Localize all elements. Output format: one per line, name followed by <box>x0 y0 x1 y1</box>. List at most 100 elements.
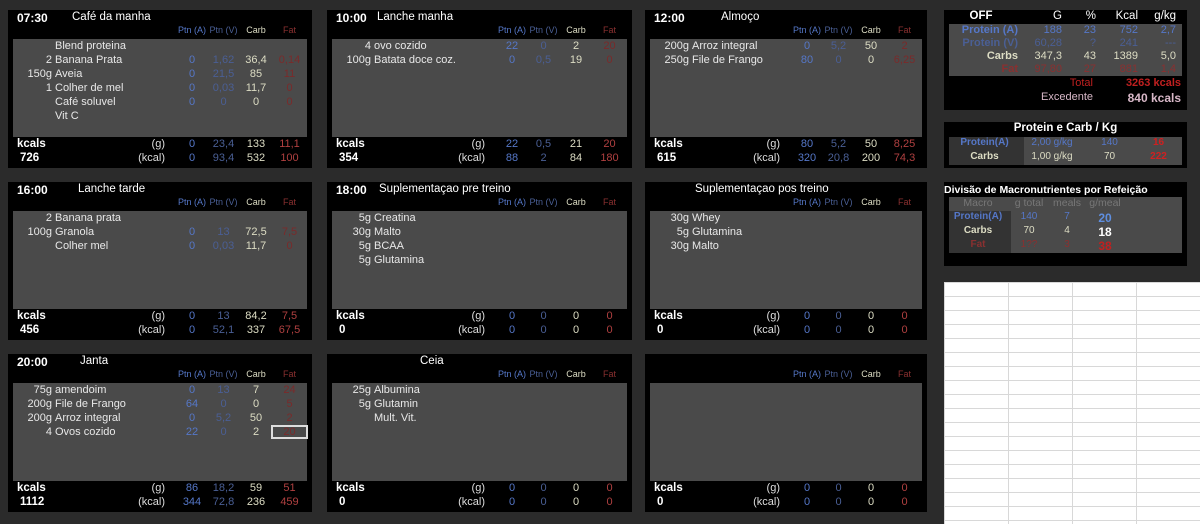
division-cell[interactable]: Protein(A) <box>949 211 1011 225</box>
food-value[interactable]: 0 <box>188 68 196 80</box>
food-value[interactable]: 0 <box>540 40 547 52</box>
food-value[interactable]: 11 <box>283 68 296 80</box>
food-row[interactable]: 2 Banana prata <box>13 211 307 225</box>
food-value[interactable]: 21,5 <box>212 68 235 80</box>
food-list[interactable]: 25g Albumina 5g Glutamin Mult. Vit. <box>332 383 627 481</box>
food-value[interactable]: 5,2 <box>215 412 232 424</box>
food-row[interactable]: Vit C <box>13 109 307 123</box>
food-list[interactable] <box>650 383 922 481</box>
food-value[interactable]: 0,03 <box>212 82 235 94</box>
food-row[interactable]: 1 Colher de mel 0 0,03 11,7 0 <box>13 81 307 95</box>
division-cell[interactable]: 4 <box>1064 225 1070 236</box>
division-cell[interactable]: Fat <box>949 239 1011 253</box>
food-value[interactable]: 0 <box>188 240 196 252</box>
food-value[interactable]: 0 <box>252 398 260 410</box>
food-row[interactable]: 75g amendoim 0 13 7 24 <box>13 383 307 397</box>
food-value[interactable]: 0 <box>867 54 875 66</box>
food-value[interactable]: 13 <box>217 384 230 396</box>
food-row[interactable]: 30g Malto <box>332 225 627 239</box>
food-list[interactable]: Blend proteina 2 Banana Prata 0 1,62 36,4 0,14… <box>13 39 307 137</box>
per-kg-cell[interactable]: 1,00 g/kg <box>1031 151 1073 162</box>
division-cell[interactable]: 7 <box>1064 211 1070 222</box>
food-value[interactable]: 2 <box>252 426 260 438</box>
food-value[interactable]: 5 <box>286 398 293 410</box>
food-value[interactable]: 64 <box>185 398 199 410</box>
food-list[interactable]: 75g amendoim 0 13 7 24 200g File de Frango 64 0 0 5… <box>13 383 308 481</box>
food-row[interactable]: Blend proteina <box>13 39 307 53</box>
division-cell[interactable]: 3 <box>1064 239 1070 250</box>
per-kg-cell[interactable]: 222 <box>1150 151 1167 162</box>
food-value[interactable]: 20 <box>603 40 616 52</box>
per-kg-cell[interactable]: Protein(A) <box>949 137 1024 151</box>
food-row[interactable]: 4 ovo cozido 22 0 2 20 <box>332 39 627 53</box>
food-value[interactable]: 0 <box>286 82 293 94</box>
food-value[interactable]: 0 <box>220 426 227 438</box>
food-list[interactable]: 2 Banana prata 100g Granola 0 13 72,5 7,5 Colher… <box>13 211 307 309</box>
food-value[interactable]: 0 <box>508 54 516 66</box>
food-value[interactable]: 0 <box>188 54 196 66</box>
food-value[interactable]: 24 <box>283 384 296 396</box>
food-row[interactable]: 250g File de Frango 80 0 0 6,25 <box>650 53 922 67</box>
food-row[interactable]: Mult. Vit. <box>332 411 627 425</box>
food-row[interactable]: 150g Aveia 0 21,5 85 11 <box>13 67 307 81</box>
division-cell[interactable]: 20 <box>1098 211 1112 225</box>
food-value[interactable]: 1,62 <box>212 54 235 66</box>
food-value[interactable]: 50 <box>864 40 878 52</box>
food-row[interactable]: 25g Albumina <box>332 383 627 397</box>
food-row[interactable]: 200g Arroz integral 0 5,2 50 2 <box>650 39 922 53</box>
division-cell[interactable]: 38 <box>1098 239 1112 253</box>
food-list[interactable]: 30g Whey 5g Glutamina 30g Malto <box>650 211 922 309</box>
division-cell[interactable]: 1?? <box>1020 239 1038 250</box>
per-kg-cell[interactable]: 16 <box>1152 137 1165 148</box>
division-cell[interactable]: 140 <box>1020 211 1038 222</box>
food-value[interactable]: 0 <box>220 398 227 410</box>
food-value[interactable]: 50 <box>249 412 263 424</box>
food-row[interactable]: 4 Ovos cozido 22 0 2 20 <box>13 425 308 439</box>
per-kg-cell[interactable]: Carbs <box>949 151 1024 165</box>
food-value[interactable]: 0 <box>188 96 196 108</box>
food-value[interactable]: 0,5 <box>535 54 552 66</box>
food-value[interactable]: 0 <box>606 54 613 66</box>
food-list[interactable]: 200g Arroz integral 0 5,2 50 2 250g File de Fra… <box>650 39 922 137</box>
food-row[interactable]: 200g File de Frango 64 0 0 5 <box>13 397 307 411</box>
per-kg-cell[interactable]: 140 <box>1101 137 1118 148</box>
food-row[interactable]: 30g Whey <box>650 211 922 225</box>
food-value[interactable]: 7 <box>252 384 260 396</box>
food-value[interactable]: 36,4 <box>245 54 267 66</box>
food-value[interactable]: 2 <box>901 40 908 52</box>
food-value[interactable]: 0 <box>188 384 196 396</box>
food-value[interactable]: 0,03 <box>212 240 235 252</box>
food-value[interactable]: 85 <box>249 68 263 80</box>
food-value[interactable]: 2 <box>572 40 580 52</box>
food-value[interactable]: 0 <box>835 54 842 66</box>
food-row[interactable]: 100g Granola 0 13 72,5 7,5 <box>13 225 307 239</box>
food-row[interactable]: 5g Glutamina <box>650 225 922 239</box>
spreadsheet-cells[interactable] <box>944 282 1200 524</box>
food-row[interactable]: 100g Batata doce coz. 0 0,5 19 0 <box>332 53 627 67</box>
food-row[interactable]: 200g Arroz integral 0 5,2 50 2 <box>13 411 307 425</box>
food-value[interactable]: 0 <box>188 412 196 424</box>
food-value[interactable]: 0 <box>220 96 227 108</box>
food-row[interactable]: 5g Creatina <box>332 211 627 225</box>
per-kg-cell[interactable]: 70 <box>1103 151 1116 162</box>
food-row[interactable]: 5g BCAA <box>332 239 627 253</box>
food-row[interactable]: 30g Malto <box>650 239 922 253</box>
food-value[interactable]: 2 <box>286 412 293 424</box>
food-value[interactable]: 6,25 <box>893 54 916 66</box>
food-value[interactable]: 80 <box>800 54 814 66</box>
food-value[interactable]: 11,7 <box>245 82 267 94</box>
food-value[interactable]: 72,5 <box>245 226 267 238</box>
food-value[interactable]: 11,7 <box>245 240 267 252</box>
food-value[interactable]: 0 <box>286 96 293 108</box>
food-value[interactable]: 0 <box>803 40 811 52</box>
food-value[interactable]: 13 <box>217 226 230 238</box>
food-value[interactable]: 7,5 <box>281 226 298 238</box>
food-value[interactable]: 22 <box>185 426 199 438</box>
food-value[interactable]: 19 <box>569 54 583 66</box>
food-value[interactable]: 0 <box>188 226 196 238</box>
per-kg-cell[interactable]: 2,00 g/kg <box>1031 137 1073 148</box>
division-cell[interactable]: Carbs <box>949 225 1011 239</box>
food-list[interactable]: 5g Creatina 30g Malto 5g BCAA 5g Glutamina <box>332 211 627 309</box>
food-value[interactable]: 0 <box>188 82 196 94</box>
food-value[interactable]: 0 <box>286 240 293 252</box>
